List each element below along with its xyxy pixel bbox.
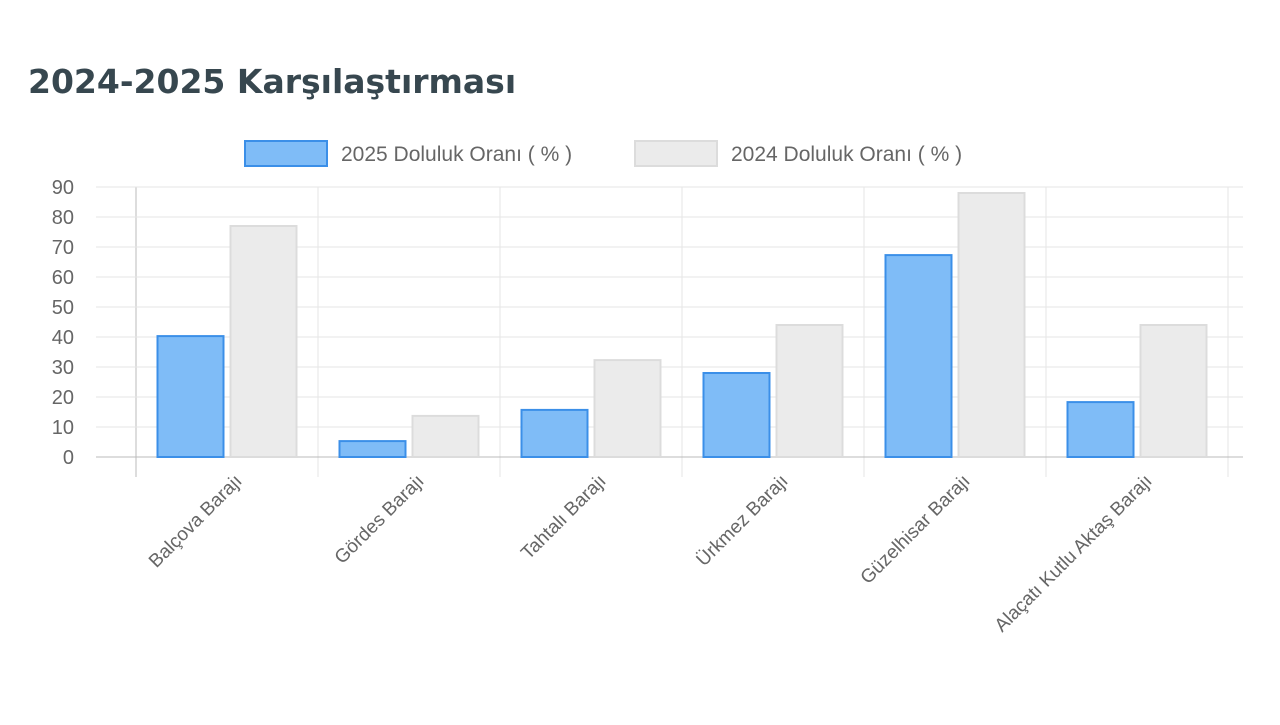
legend-label: 2025 Doluluk Oranı ( % ) <box>341 143 572 166</box>
y-tick-label: 90 <box>52 177 74 199</box>
bar <box>156 335 225 459</box>
bar <box>702 372 771 458</box>
bar <box>957 192 1026 458</box>
legend-swatch <box>634 140 718 167</box>
y-tick-label: 40 <box>52 327 74 349</box>
bar <box>1066 401 1135 459</box>
legend-label: 2024 Doluluk Oranı ( % ) <box>731 143 962 166</box>
x-tick-label: Güzelhisar Barajı <box>857 471 975 589</box>
y-tick-label: 70 <box>52 237 74 259</box>
y-tick-label: 60 <box>52 267 74 289</box>
bar <box>229 225 298 458</box>
bar <box>884 254 953 458</box>
x-tick-label: Ürkmez Barajı <box>693 471 793 571</box>
x-tick-label: Balçova Barajı <box>145 471 246 572</box>
chart-title: 2024-2025 Karşılaştırması <box>28 62 516 101</box>
x-tick-label: Tahtalı Barajı <box>517 471 610 564</box>
y-tick-label: 50 <box>52 297 74 319</box>
x-tick-label: Gördes Barajı <box>331 471 429 569</box>
bar <box>520 408 589 458</box>
y-tick-label: 0 <box>63 447 74 469</box>
bar <box>1139 324 1208 458</box>
bar <box>593 359 662 459</box>
y-tick-label: 20 <box>52 387 74 409</box>
x-tick-label: Alaçatı Kutlu Aktaş Barajı <box>991 471 1157 637</box>
y-tick-label: 10 <box>52 417 74 439</box>
y-tick-label: 80 <box>52 207 74 229</box>
bar <box>338 440 407 459</box>
bar <box>775 324 844 458</box>
bar <box>411 414 480 458</box>
y-tick-label: 30 <box>52 357 74 379</box>
legend-swatch <box>244 140 328 167</box>
